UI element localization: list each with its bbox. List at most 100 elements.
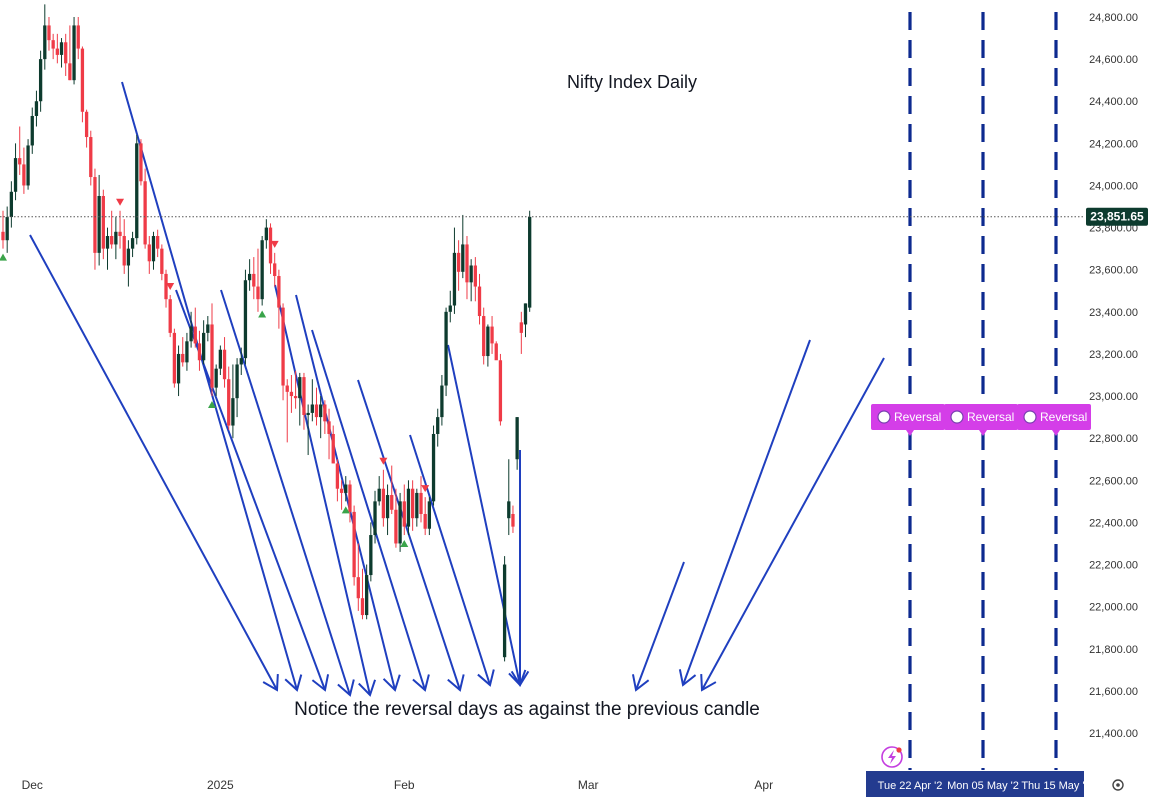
candle[interactable] <box>227 366 231 430</box>
candle[interactable] <box>461 214 465 279</box>
candle[interactable] <box>473 257 477 302</box>
candle[interactable] <box>18 126 22 175</box>
candle[interactable] <box>502 556 507 662</box>
candle[interactable] <box>385 484 390 536</box>
candle[interactable] <box>130 231 135 258</box>
candle[interactable] <box>406 480 411 536</box>
candle[interactable] <box>34 90 39 127</box>
candle[interactable] <box>381 469 386 527</box>
candle[interactable] <box>260 236 264 306</box>
candle[interactable] <box>498 353 503 426</box>
candle[interactable] <box>365 564 369 620</box>
candle[interactable] <box>477 273 482 325</box>
candle[interactable] <box>352 505 356 586</box>
candle[interactable] <box>84 109 89 148</box>
candle[interactable] <box>511 505 515 533</box>
candle[interactable] <box>9 181 14 228</box>
candle[interactable] <box>431 425 436 506</box>
candle[interactable] <box>201 320 206 365</box>
candle[interactable] <box>206 316 210 342</box>
candle[interactable] <box>519 311 523 354</box>
candle[interactable] <box>105 227 110 270</box>
candle[interactable] <box>243 269 248 365</box>
candle[interactable] <box>139 139 143 186</box>
candle[interactable] <box>289 375 294 413</box>
lightning-icon[interactable] <box>881 746 903 768</box>
y-axis[interactable]: 21,400.00 21,600.00 21,800.00 22,000.00 22,2… <box>1089 12 1138 740</box>
candle[interactable] <box>486 324 490 367</box>
candle[interactable] <box>176 345 181 397</box>
candle[interactable] <box>398 492 402 552</box>
candle[interactable] <box>528 210 532 312</box>
candle[interactable] <box>298 372 302 426</box>
candle[interactable] <box>80 46 85 123</box>
candle[interactable] <box>72 17 76 85</box>
candle[interactable] <box>38 50 43 112</box>
candle[interactable] <box>235 358 239 418</box>
candle[interactable] <box>377 476 381 506</box>
candle[interactable] <box>93 168 97 270</box>
candle[interactable] <box>360 568 365 620</box>
settings-gear-icon[interactable] <box>1112 779 1124 791</box>
candle[interactable] <box>101 189 105 260</box>
candle[interactable] <box>26 139 30 190</box>
candle[interactable] <box>147 236 151 274</box>
candle[interactable] <box>222 337 227 388</box>
candle[interactable] <box>197 330 202 371</box>
candle[interactable] <box>168 294 172 338</box>
candle[interactable] <box>373 490 377 544</box>
candle[interactable] <box>440 375 444 426</box>
candle[interactable] <box>189 311 193 348</box>
candle[interactable] <box>314 387 319 426</box>
candle[interactable] <box>55 33 59 64</box>
candle[interactable] <box>281 303 285 401</box>
candle[interactable] <box>369 522 373 582</box>
candle[interactable] <box>143 168 147 249</box>
candle[interactable] <box>390 465 394 514</box>
candle[interactable] <box>423 497 427 536</box>
candle[interactable] <box>427 497 432 536</box>
candle[interactable] <box>239 347 243 375</box>
candle[interactable] <box>43 4 47 70</box>
candle[interactable] <box>415 488 419 527</box>
candle[interactable] <box>214 364 218 397</box>
candle[interactable] <box>59 38 64 68</box>
candle[interactable] <box>448 290 452 323</box>
candle[interactable] <box>30 107 34 154</box>
candle[interactable] <box>126 240 131 287</box>
candle[interactable] <box>277 269 281 329</box>
candle[interactable] <box>465 236 469 300</box>
candle[interactable] <box>5 206 9 253</box>
candle[interactable] <box>218 345 223 375</box>
candle[interactable] <box>210 303 214 397</box>
candle[interactable] <box>185 332 189 371</box>
x-axis[interactable]: Dec 2025 Feb Mar Apr Tue 22 Apr '2 Mon 05 May … <box>22 771 1091 797</box>
candle[interactable] <box>268 223 273 274</box>
candle[interactable] <box>181 337 185 367</box>
candle[interactable] <box>110 210 114 249</box>
candle[interactable] <box>97 174 101 266</box>
candle[interactable] <box>264 219 268 249</box>
candle[interactable] <box>302 372 306 430</box>
candle[interactable] <box>22 147 26 194</box>
candle[interactable] <box>151 231 156 270</box>
candle[interactable] <box>436 408 440 447</box>
candle[interactable] <box>327 408 331 460</box>
candle[interactable] <box>515 417 519 470</box>
candle[interactable] <box>1 210 5 249</box>
candle[interactable] <box>47 17 51 51</box>
candle[interactable] <box>344 476 348 502</box>
reversal-badge[interactable]: Reversal <box>871 404 945 436</box>
candle[interactable] <box>293 370 298 409</box>
candle[interactable] <box>122 219 126 274</box>
candle[interactable] <box>469 259 473 302</box>
candle[interactable] <box>402 484 406 536</box>
candle[interactable] <box>348 480 352 523</box>
candle[interactable] <box>310 379 314 422</box>
candle[interactable] <box>419 476 423 523</box>
candle[interactable] <box>256 248 260 312</box>
candle[interactable] <box>252 257 256 300</box>
candle[interactable] <box>156 229 160 258</box>
reversal-badge[interactable]: Reversal <box>1017 404 1091 436</box>
